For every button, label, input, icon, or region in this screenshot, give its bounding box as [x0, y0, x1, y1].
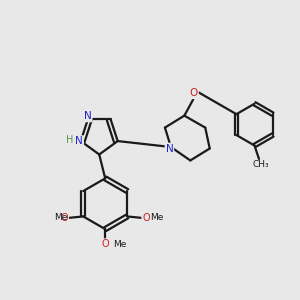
Text: H: H — [66, 135, 73, 145]
Text: Me: Me — [113, 240, 127, 249]
Text: N: N — [166, 143, 173, 154]
Text: O: O — [101, 239, 109, 249]
Text: O: O — [142, 213, 150, 223]
Text: N: N — [75, 136, 83, 146]
Text: O: O — [190, 88, 198, 98]
Text: N: N — [84, 111, 92, 122]
Text: Me: Me — [54, 213, 68, 222]
Text: O: O — [61, 213, 68, 223]
Text: Me: Me — [151, 213, 164, 222]
Text: CH₃: CH₃ — [252, 160, 269, 169]
